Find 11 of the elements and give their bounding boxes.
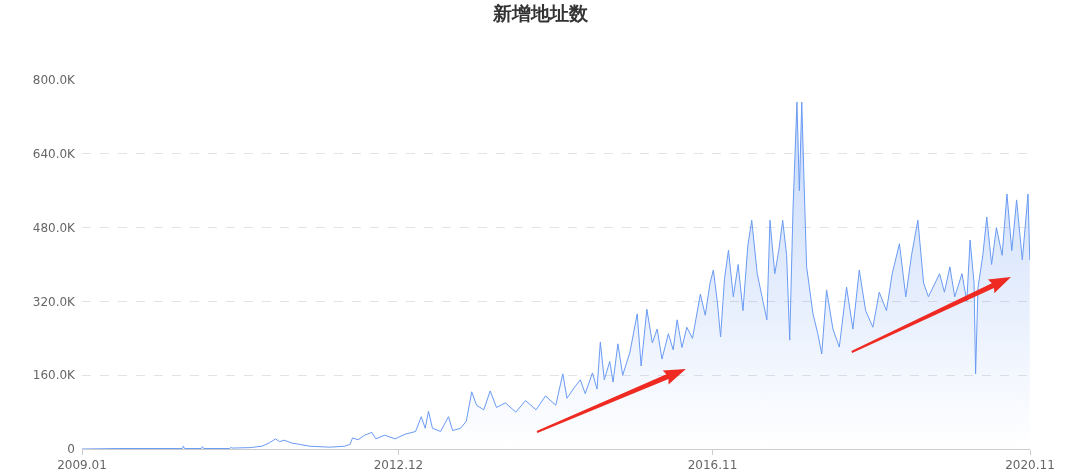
y-tick-label: 0 (67, 442, 75, 457)
y-tick-label: 320.0K (32, 294, 77, 309)
x-tick-label: 2012.12 (373, 458, 424, 473)
x-tick-label: 2009.01 (57, 458, 107, 473)
x-tick-label: 2020.11 (1005, 458, 1055, 473)
y-tick-label: 640.0K (32, 147, 77, 161)
y-tick-label: 800.0K (32, 73, 77, 88)
y-tick-label: 160.0K (32, 368, 77, 383)
y-tick-label: 480.0K (32, 220, 77, 235)
chart-title: 新增地址数 (491, 2, 589, 25)
x-tick-label: 2016.11 (687, 458, 738, 473)
